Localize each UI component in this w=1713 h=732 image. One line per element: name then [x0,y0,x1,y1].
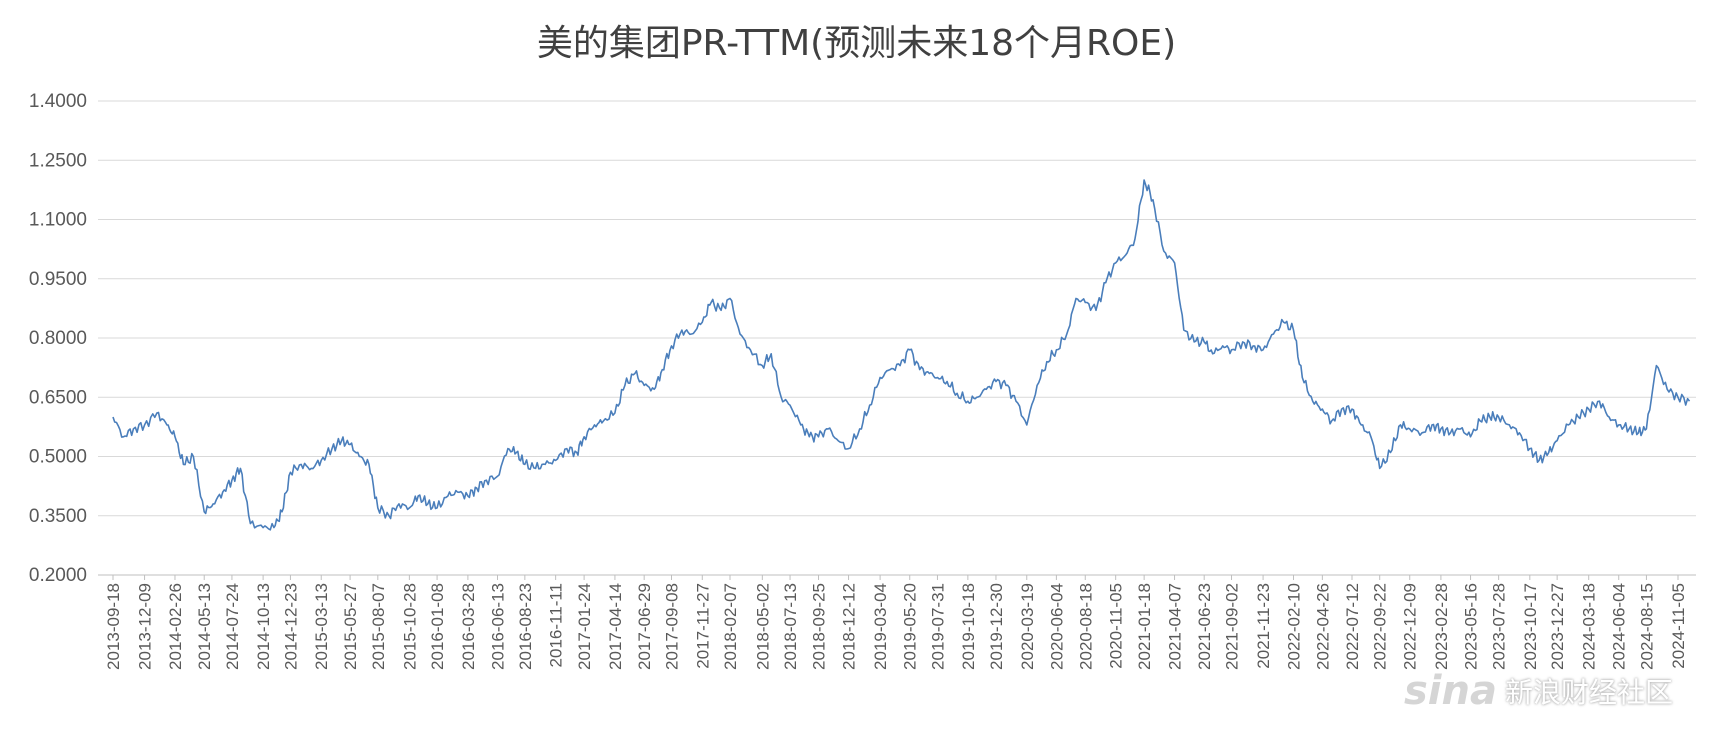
x-tick-label: 2018-07-13 [781,583,800,670]
x-tick-label: 2021-11-23 [1254,583,1273,669]
x-tick-label: 2020-11-05 [1107,583,1126,669]
x-tick-label: 2017-09-08 [662,583,681,670]
x-tick-label: 2022-12-09 [1401,583,1420,670]
x-tick-label: 2018-12-12 [840,583,859,670]
y-tick-label: 1.2500 [29,150,87,171]
x-tick-label: 2016-01-08 [428,583,447,670]
x-tick-label: 2016-08-23 [516,583,535,670]
x-tick-label: 2018-05-02 [753,583,772,670]
x-tick-label: 2023-02-28 [1432,583,1451,670]
y-tick-label: 1.4000 [29,91,87,112]
x-tick-label: 2014-12-23 [281,583,300,670]
x-tick-label: 2015-03-13 [312,583,331,670]
series-line-0 [112,179,1691,531]
x-tick-label: 2020-03-19 [1018,583,1037,670]
x-tick-label: 2017-11-27 [693,583,712,669]
x-tick-label: 2016-06-13 [489,583,508,670]
y-tick-label: 0.8000 [29,328,87,349]
x-tick-label: 2019-12-30 [987,583,1006,670]
x-tick-label: 2022-02-10 [1284,583,1303,670]
x-tick-label: 2020-08-18 [1076,583,1095,670]
y-tick-label: 0.9500 [29,269,87,290]
x-tick-label: 2017-04-14 [606,583,625,670]
x-tick-label: 2023-05-16 [1462,583,1481,670]
x-tick-label: 2018-02-07 [721,583,740,670]
x-tick-label: 2014-05-13 [195,583,214,670]
y-tick-label: 0.6500 [29,387,87,408]
x-tick-label: 2019-03-04 [871,583,890,670]
x-tick-label: 2016-03-28 [459,583,478,670]
gridlines [98,100,1696,576]
x-tick-label: 2021-06-23 [1195,583,1214,670]
x-tick-label: 2019-05-20 [901,583,920,670]
x-tick-label: 2017-01-24 [575,583,594,670]
x-tick-label: 2022-07-12 [1343,583,1362,670]
x-tick-label: 2015-05-27 [341,583,360,670]
x-tick-label: 2019-10-18 [959,583,978,670]
x-tick-label: 2017-06-29 [635,583,654,670]
x-tick-label: 2024-08-15 [1637,583,1656,670]
y-tick-label: 1.1000 [29,210,87,231]
x-tick-label: 2021-09-02 [1223,583,1242,670]
x-tick-label: 2021-01-18 [1135,583,1154,670]
y-axis-ticks: 0.2000 0.3500 0.5000 0.6500 0.8000 0.9500 1.10… [29,91,87,586]
x-tick-label: 2023-07-28 [1490,583,1509,670]
x-tick-label: 2015-08-07 [369,583,388,670]
y-tick-label: 0.2000 [29,565,87,586]
x-tick-label: 2024-03-18 [1580,583,1599,670]
x-tick-label: 2019-07-31 [928,583,947,670]
y-tick-label: 0.5000 [29,447,87,468]
x-tick-label: 2014-10-13 [254,583,273,670]
x-tick-label: 2022-04-26 [1313,583,1332,670]
x-tick-label: 2013-12-09 [136,583,155,670]
x-tick-label: 2023-12-27 [1548,583,1567,670]
x-tick-label: 2013-09-18 [104,583,123,670]
y-tick-label: 0.3500 [29,506,87,527]
x-tick-label: 2020-06-04 [1047,583,1066,670]
x-axis-ticks: 2013-09-18 2013-12-09 2014-02-26 2014-05-13… [104,575,1688,670]
x-tick-label: 2024-11-05 [1669,583,1688,669]
x-tick-label: 2015-10-28 [400,583,419,670]
series-layer [112,179,1691,531]
x-tick-label: 2014-07-24 [223,583,242,670]
x-tick-label: 2023-10-17 [1521,583,1540,670]
x-tick-label: 2022-09-22 [1371,583,1390,670]
x-tick-label: 2021-04-07 [1166,583,1185,670]
x-tick-label: 2024-06-04 [1610,583,1629,670]
x-tick-label: 2016-11-11 [547,583,566,667]
x-tick-label: 2018-09-25 [810,583,829,670]
x-tick-label: 2014-02-26 [166,583,185,670]
chart-title: 美的集团PR-TTM(预测未来18个月ROE) [536,23,1177,64]
